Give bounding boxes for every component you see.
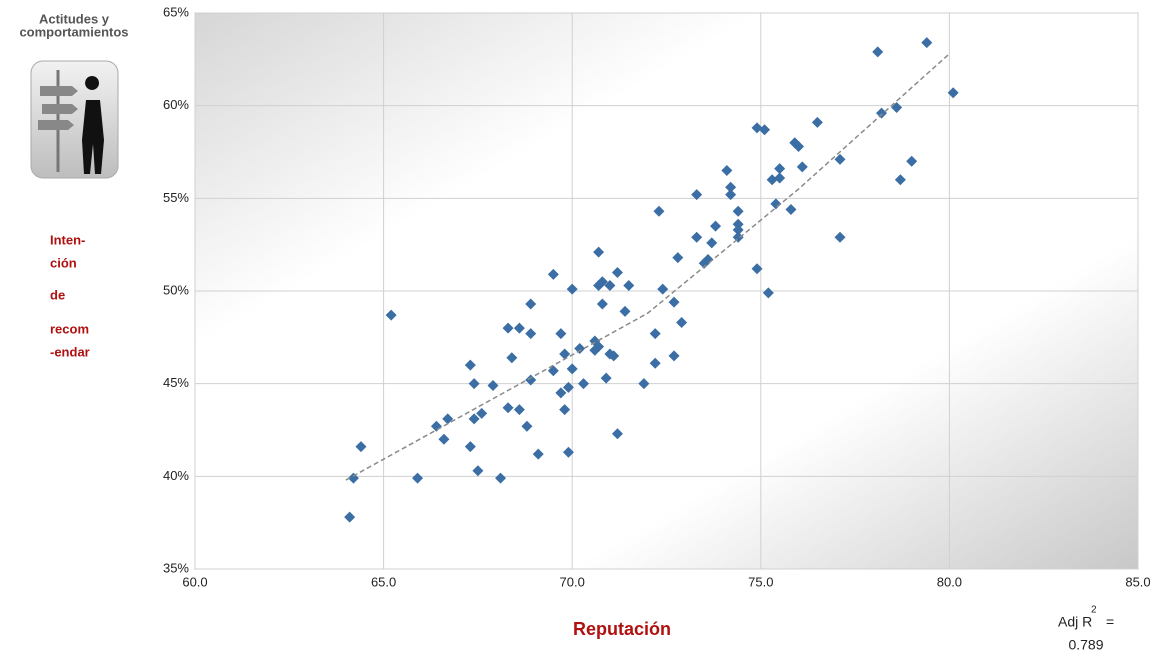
header: comportamientos [19, 24, 128, 39]
x-tick-label: 80.0 [937, 574, 962, 589]
y-axis-label: Inten- [50, 232, 85, 247]
y-tick-label: 60% [163, 97, 189, 112]
y-tick-label: 50% [163, 282, 189, 297]
r2-label: Adj R [1058, 614, 1092, 630]
x-tick-label: 75.0 [748, 574, 773, 589]
y-axis-label: -endar [50, 344, 90, 359]
y-tick-label: 45% [163, 375, 189, 390]
y-tick-label: 65% [163, 4, 189, 19]
y-tick-label: 40% [163, 468, 189, 483]
x-tick-label: 60.0 [182, 574, 207, 589]
y-axis-label: de [50, 287, 65, 302]
x-tick-label: 70.0 [560, 574, 585, 589]
y-axis-label: recom [50, 321, 89, 336]
y-tick-label: 55% [163, 190, 189, 205]
y-axis-label: ción [50, 255, 77, 270]
icon [31, 61, 118, 178]
x-axis-label: Reputación [573, 619, 671, 639]
r2-superscript: 2 [1091, 605, 1097, 616]
r2-value: 0.789 [1068, 637, 1103, 653]
chart: Actitudes y comportamientos Reputación A… [0, 0, 1168, 659]
x-tick-label: 65.0 [371, 574, 396, 589]
y-tick-label: 35% [163, 560, 189, 575]
x-tick-label: 85.0 [1125, 574, 1150, 589]
r2-equals: = [1106, 614, 1114, 630]
